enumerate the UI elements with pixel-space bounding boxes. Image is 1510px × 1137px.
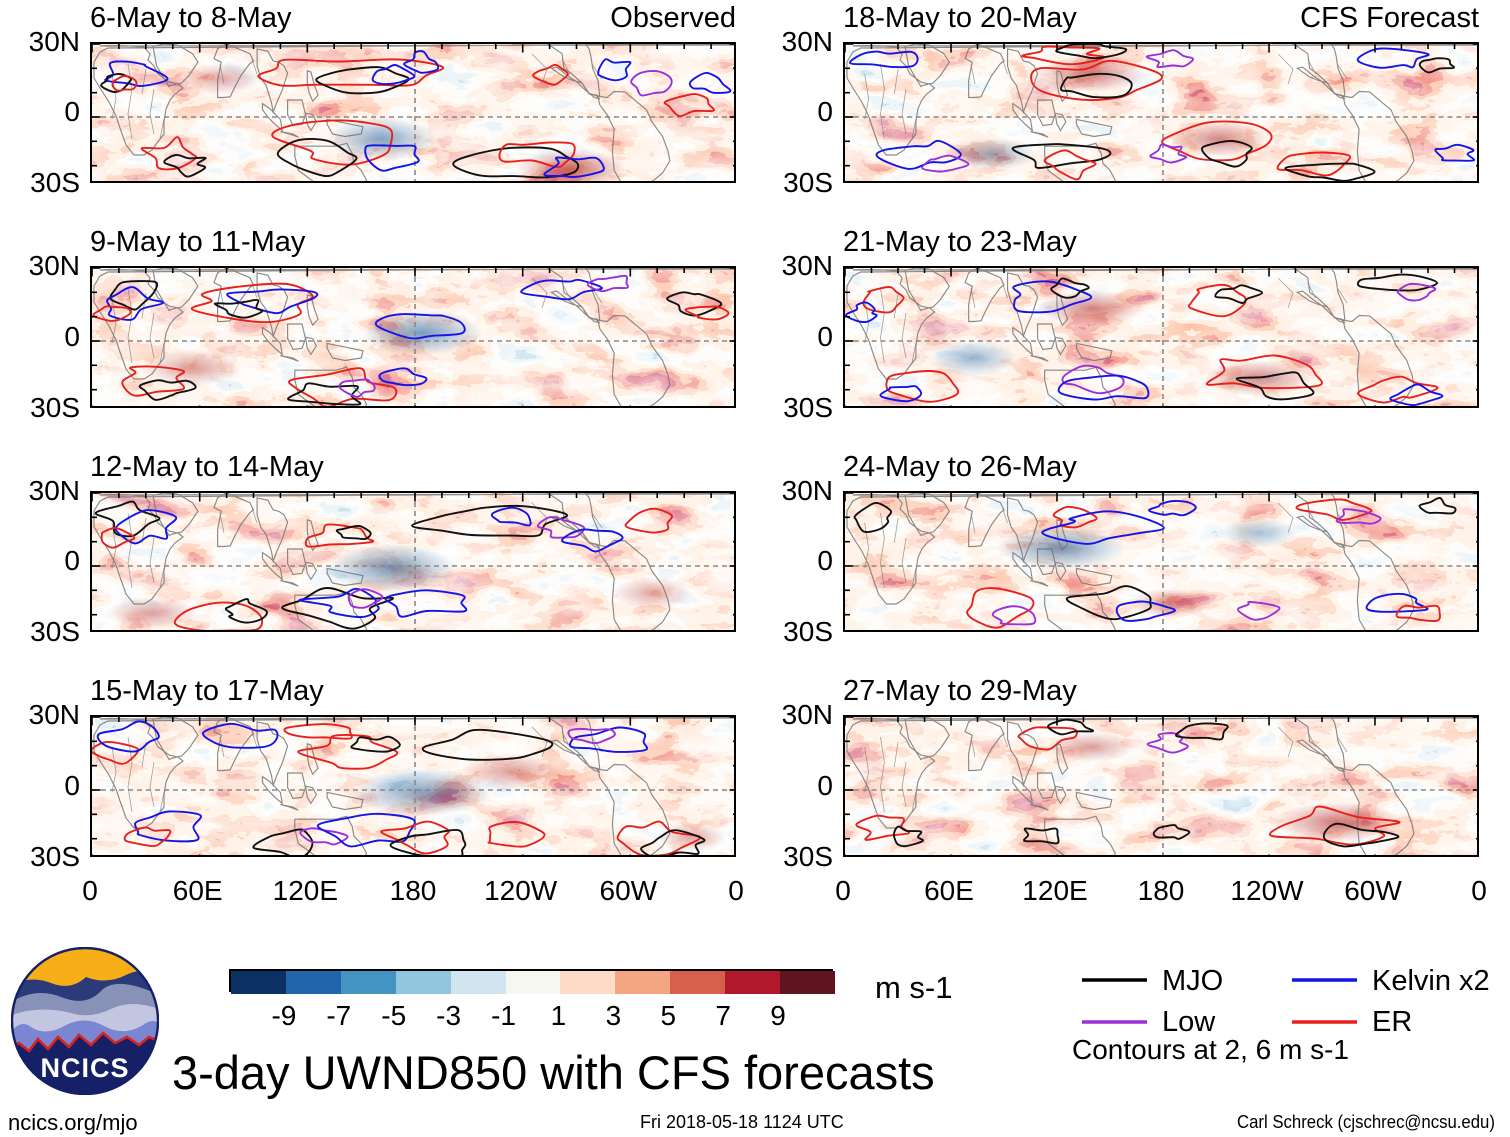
svg-text:NCICS: NCICS bbox=[40, 1053, 129, 1083]
